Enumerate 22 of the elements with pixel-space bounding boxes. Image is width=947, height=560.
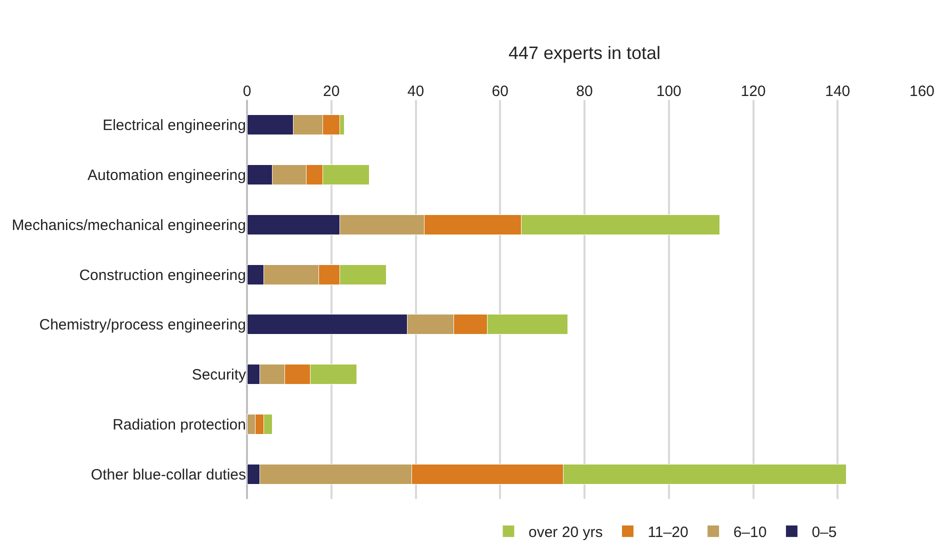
- legend-label: 0–5: [812, 524, 837, 542]
- x-tick-label: 20: [323, 83, 340, 100]
- legend-label: over 20 yrs: [528, 524, 603, 542]
- y-tick-label: Other blue-collar duties: [90, 466, 246, 484]
- x-tick-label: 0: [242, 83, 252, 100]
- x-axis-title: 447 experts in total: [508, 43, 661, 64]
- y-tick-label: Security: [192, 366, 246, 384]
- x-tick-label: 100: [656, 83, 682, 100]
- x-tick-label: 140: [825, 83, 850, 100]
- x-tick-label: 160: [909, 83, 935, 100]
- y-tick-label: Radiation protection: [112, 416, 246, 434]
- x-tick-label: 40: [407, 83, 424, 100]
- y-tick-label: Electrical engineering: [102, 117, 246, 134]
- x-tick-label: 80: [576, 83, 593, 100]
- x-tick-label: 60: [492, 83, 508, 100]
- legend-label: 6–10: [733, 524, 767, 542]
- y-tick-label: Construction engineering: [79, 266, 246, 284]
- legend-label: 11–20: [648, 524, 688, 542]
- y-tick-label: Chemistry/process engineering: [39, 316, 246, 334]
- y-tick-label: Mechanics/mechanical engineering: [12, 216, 246, 234]
- x-tick-label: 120: [740, 83, 766, 100]
- y-tick-label: Automation engineering: [88, 167, 246, 184]
